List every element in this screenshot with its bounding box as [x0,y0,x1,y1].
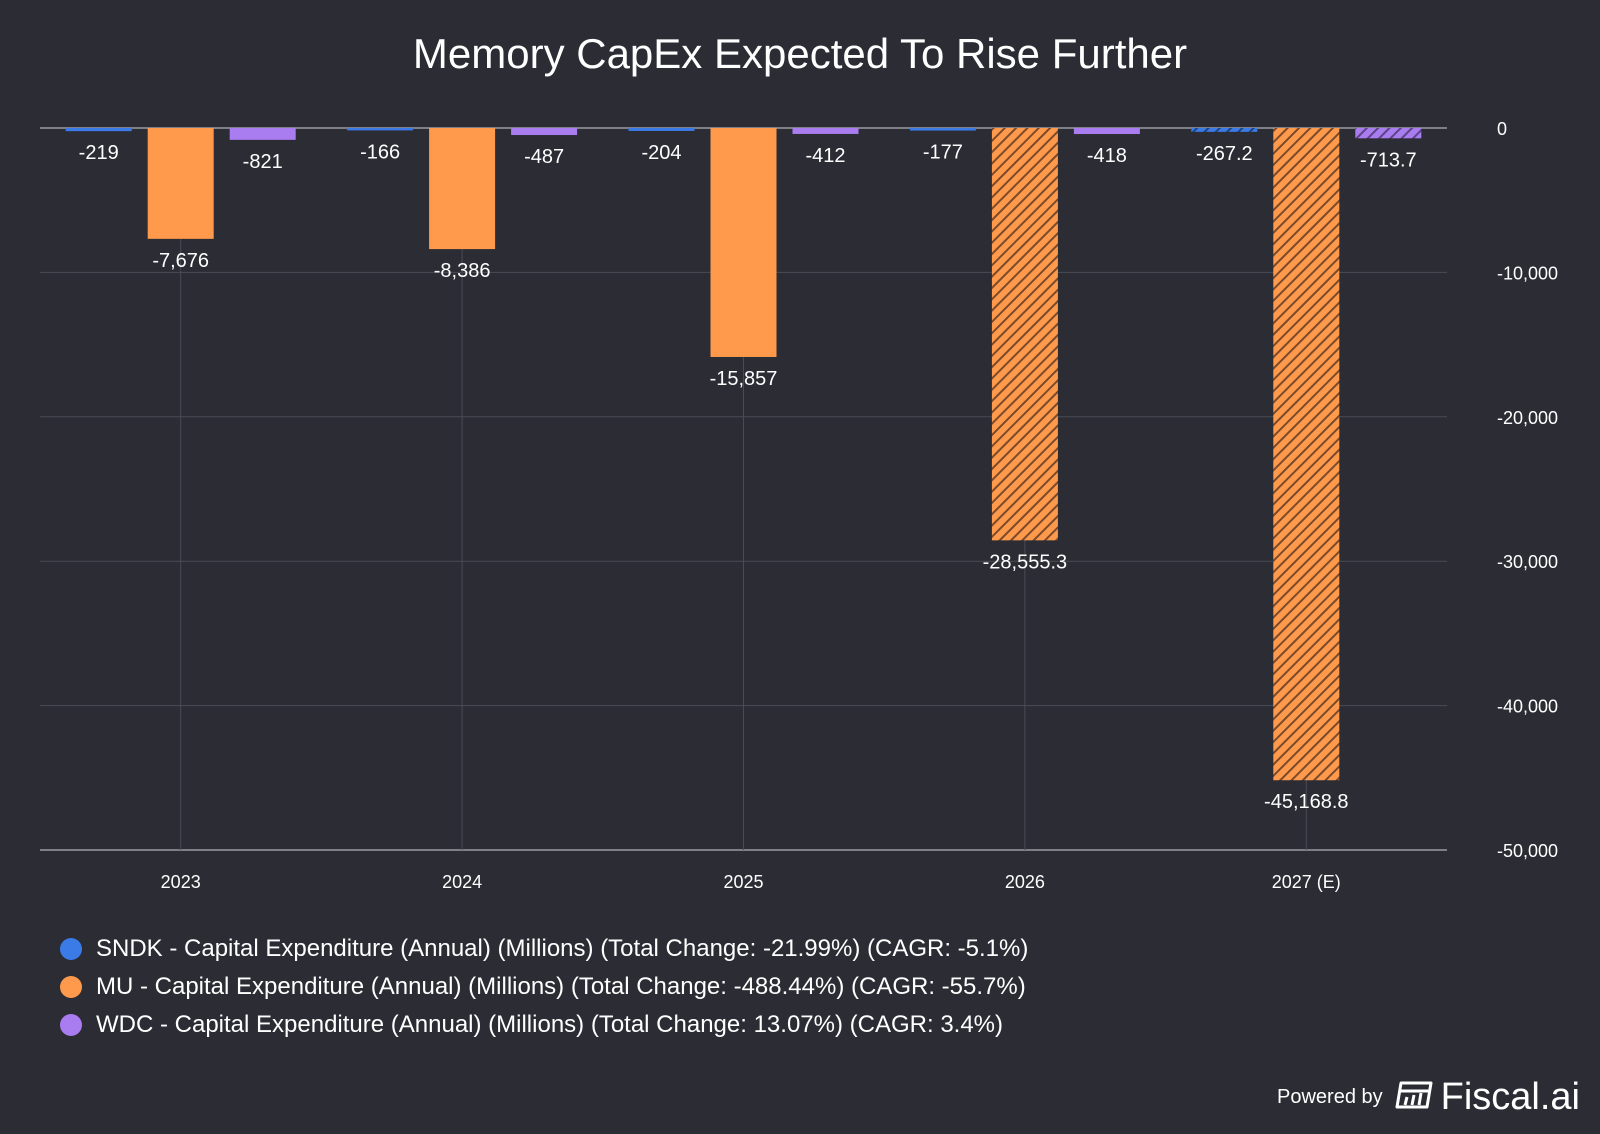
data-label: -166 [360,141,400,163]
bar[interactable] [710,128,777,357]
legend-item-mu[interactable]: MU - Capital Expenditure (Annual) (Milli… [60,968,1028,1006]
bar[interactable] [628,128,695,131]
y-tick-label: -40,000 [1497,697,1558,717]
data-label: -412 [805,145,845,167]
data-label: -713.7 [1360,149,1417,171]
x-tick-label: 2026 [1005,872,1045,892]
data-label: -7,676 [152,250,209,272]
legend-label-wdc: WDC - Capital Expenditure (Annual) (Mill… [96,1011,1004,1038]
y-tick-label: -30,000 [1497,552,1558,572]
y-tick-label: -10,000 [1497,263,1558,283]
bar[interactable] [991,128,1058,541]
legend-label-sndk: SNDK - Capital Expenditure (Annual) (Mil… [96,935,1029,962]
data-label: -487 [524,146,564,168]
legend-label-mu: MU - Capital Expenditure (Annual) (Milli… [96,973,1026,1000]
y-tick-label: 0 [1497,119,1507,139]
bar[interactable] [65,128,132,132]
bar[interactable] [792,128,859,134]
legend-marker-sndk [60,938,82,960]
bar[interactable] [511,128,578,136]
bar[interactable] [1191,128,1258,132]
chart-title: Memory CapEx Expected To Rise Further [412,30,1188,77]
data-label: -267.2 [1196,143,1253,165]
bar[interactable] [1073,128,1140,135]
branding[interactable]: Powered by Fiscal.ai [1277,1076,1580,1119]
data-label: -177 [923,142,963,164]
x-tick-label: 2023 [161,872,201,892]
y-tick-label: -20,000 [1497,408,1558,428]
bar[interactable] [1355,128,1422,139]
bar[interactable] [1273,128,1340,781]
data-label: -28,555.3 [983,551,1068,573]
data-label: -8,386 [434,260,491,282]
fiscal-logo-icon [1395,1079,1433,1116]
bar[interactable] [347,128,414,131]
legend-item-wdc[interactable]: WDC - Capital Expenditure (Annual) (Mill… [60,1006,1028,1044]
powered-by-text: Powered by [1277,1086,1383,1108]
legend: SNDK - Capital Expenditure (Annual) (Mil… [60,930,1028,1044]
chart-plot: -219 -166 -204 -177 -267.2 -7,676 -8,386 -15,85… [40,119,1558,892]
x-tick-label: 2025 [723,872,763,892]
legend-marker-mu [60,976,82,998]
legend-item-sndk[interactable]: SNDK - Capital Expenditure (Annual) (Mil… [60,930,1028,968]
fiscal-logo-text: Fiscal.ai [1440,1076,1580,1118]
data-label: -204 [641,142,681,164]
data-label: -45,168.8 [1264,791,1349,813]
legend-marker-wdc [60,1014,82,1036]
data-label: -418 [1087,145,1127,167]
y-tick-label: -50,000 [1497,841,1558,861]
bar[interactable] [429,128,496,250]
data-label: -821 [243,151,283,173]
bar[interactable] [147,128,214,239]
bar[interactable] [229,128,296,140]
bar[interactable] [909,128,976,131]
data-label: -219 [79,142,119,164]
x-tick-label: 2024 [442,872,482,892]
data-label: -15,857 [710,368,778,390]
x-tick-label: 2027 (E) [1272,872,1341,892]
